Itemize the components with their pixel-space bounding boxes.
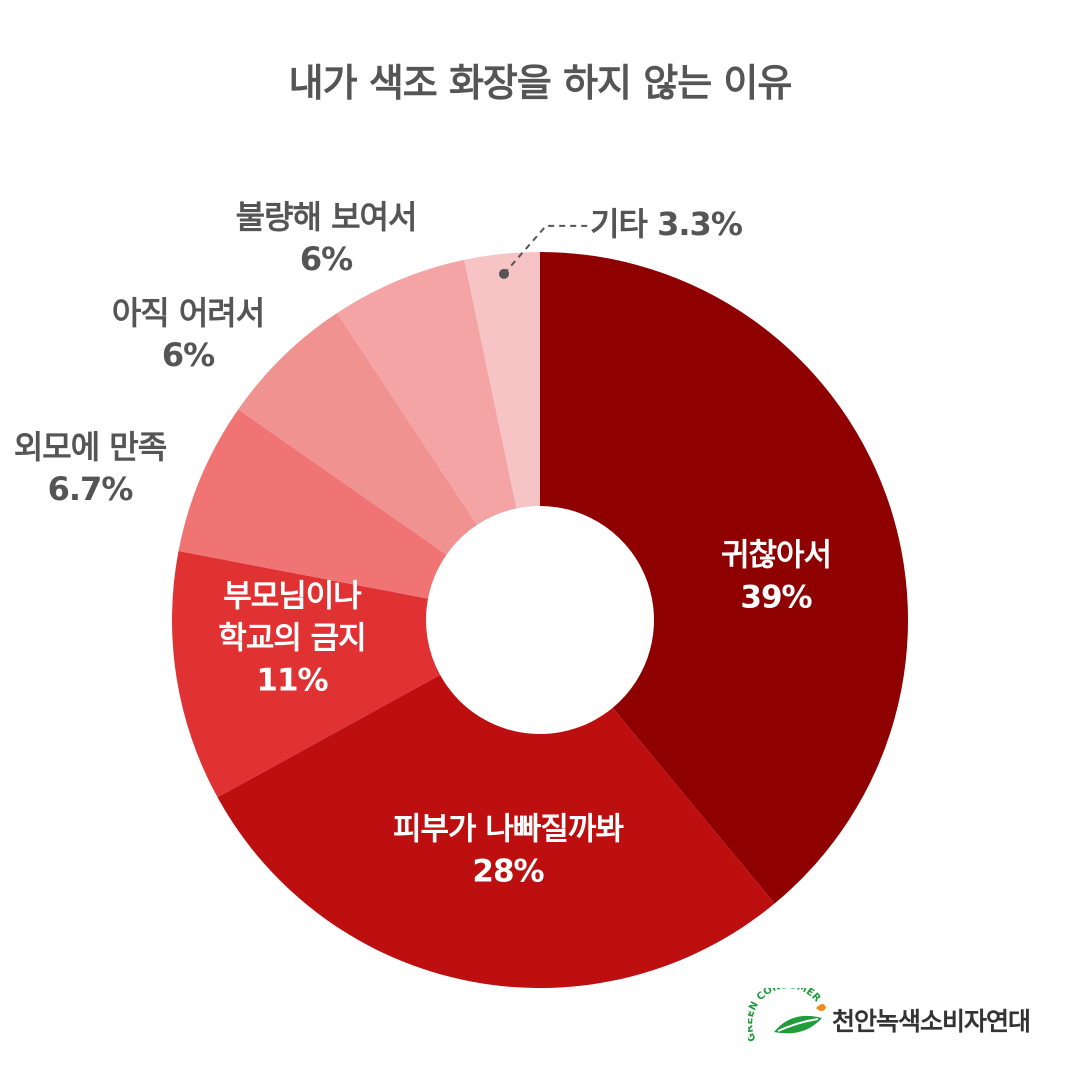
slices-layer — [172, 252, 909, 988]
leader-layer — [498, 224, 588, 279]
slice-name: 학교의 금지 — [218, 621, 365, 657]
leader-line — [503, 224, 588, 275]
slice-value: 6.7% — [48, 470, 134, 508]
org-name: 천안녹색소비자연대 — [832, 1007, 1031, 1036]
svg-text:GREEN CONSUMER: GREEN CONSUMER — [748, 988, 823, 1043]
emblem-text: GREEN CONSUMER — [748, 988, 823, 1043]
slice-아직-어려서 — [238, 313, 478, 555]
slice-name: 외모에 만족 — [14, 428, 167, 466]
slice-value: 6% — [300, 240, 353, 278]
slice-귀찮아서 — [540, 252, 909, 904]
slice-불량해-보여서 — [336, 259, 517, 525]
slice-label-피부가-나빠질까봐: 피부가 나빠질까봐 28% — [393, 812, 625, 890]
slice-name: 기타 3.3% — [590, 205, 743, 243]
slice-name: 불량해 보여서 — [236, 198, 417, 236]
org-logo: GREEN CONSUMER 천안녹색소비자연대 — [748, 988, 1031, 1052]
slice-value: 28% — [472, 854, 544, 890]
slice-name: 부모님이나 — [223, 579, 362, 615]
slice-value: 6% — [162, 336, 215, 374]
slice-name: 귀찮아서 — [721, 538, 831, 574]
slice-name: 아직 어려서 — [112, 294, 264, 332]
slice-외모에-만족 — [178, 409, 447, 599]
slice-name: 피부가 나빠질까봐 — [393, 812, 624, 848]
slice-label-기타: 기타 3.3% — [590, 205, 744, 243]
chart-title: 내가 색조 화장을 하지 않는 이유 — [288, 61, 793, 105]
green-consumer-emblem: GREEN CONSUMER — [748, 988, 826, 1043]
slice-value: 11% — [256, 663, 328, 699]
slice-label-불량해-보여서: 불량해 보여서 6% — [236, 198, 418, 278]
slice-value: 39% — [740, 580, 812, 616]
slice-label-아직-어려서: 아직 어려서 6% — [112, 294, 265, 374]
slice-label-귀찮아서: 귀찮아서 39% — [721, 538, 832, 616]
slice-기타 — [464, 252, 540, 509]
slice-피부가-나빠질까봐 — [217, 674, 775, 988]
slice-부모님이나-학교의-금지 — [172, 551, 441, 798]
slice-label-외모에-만족: 외모에 만족 6.7% — [14, 428, 168, 508]
